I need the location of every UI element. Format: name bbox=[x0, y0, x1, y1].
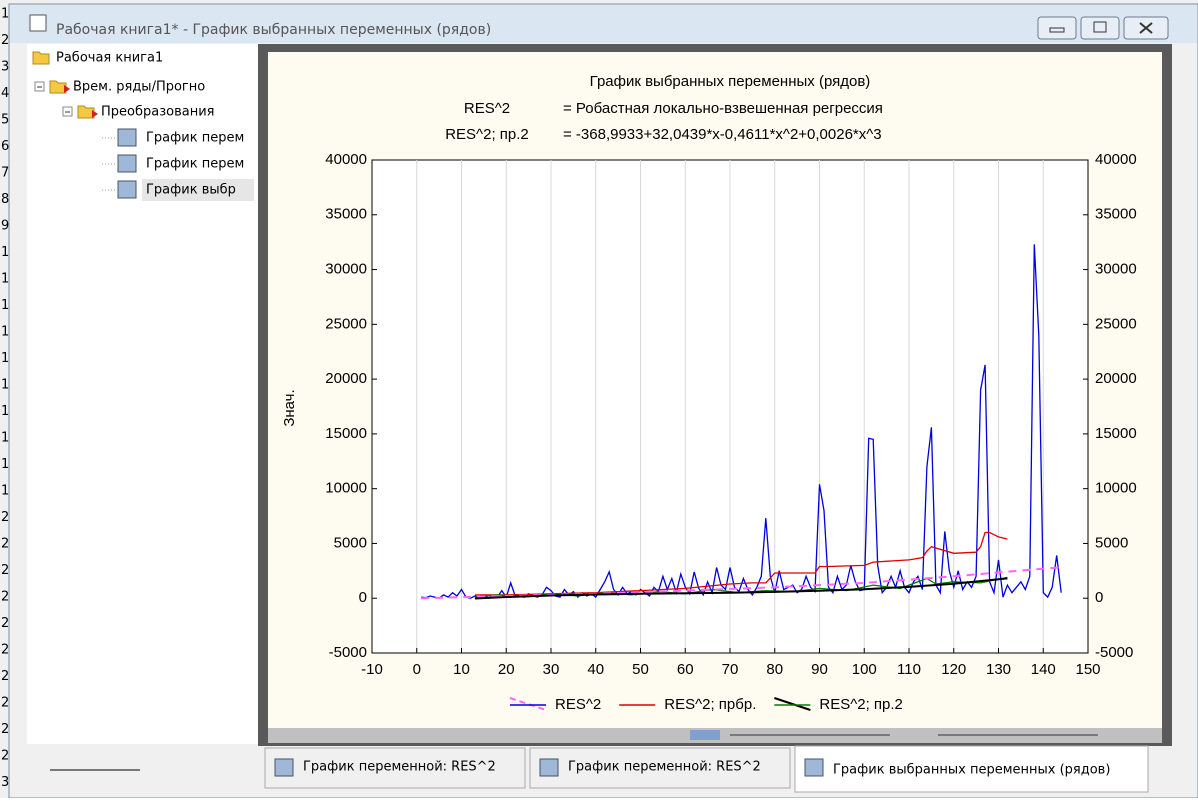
equation-text: = -368,9933+32,0439*x-0,4611*x^2+0,0026*… bbox=[563, 126, 882, 143]
row-number: 7 bbox=[1, 166, 9, 181]
legend-fit-swatch bbox=[774, 697, 811, 711]
fit-line bbox=[474, 577, 1008, 600]
tab-icon bbox=[804, 758, 824, 777]
y-tick-label: 25000 bbox=[325, 315, 367, 332]
selection bbox=[142, 179, 254, 201]
y2-tick-label: 0 bbox=[1095, 589, 1103, 606]
x-tick-label: 70 bbox=[722, 661, 739, 678]
close-icon bbox=[1139, 22, 1153, 34]
y-tick-label: 35000 bbox=[325, 206, 367, 223]
x-tick-label: 80 bbox=[766, 661, 783, 678]
tab-icon bbox=[274, 758, 294, 777]
folder-icon bbox=[77, 105, 95, 119]
restore-button[interactable] bbox=[1080, 16, 1120, 40]
y2-tick-label: 40000 bbox=[1095, 151, 1137, 168]
y2-tick-label: 35000 bbox=[1095, 206, 1137, 223]
x-tick-label: -10 bbox=[361, 661, 383, 678]
row-number: 3 bbox=[1, 60, 9, 75]
x-tick-label: 120 bbox=[941, 661, 966, 678]
row-number: 9 bbox=[1, 219, 9, 234]
y2-tick-label: 10000 bbox=[1095, 480, 1137, 497]
y2-tick-label: 5000 bbox=[1095, 534, 1128, 551]
legend-label: RES^2; прбр. bbox=[664, 696, 756, 713]
title-bar bbox=[10, 5, 1197, 43]
row-number: 1 bbox=[1, 7, 9, 22]
y-tick-label: 20000 bbox=[325, 370, 367, 387]
y2-tick-label: 30000 bbox=[1095, 261, 1137, 278]
y-axis-label: Знач. bbox=[281, 389, 298, 426]
tree-node[interactable]: Врем. ряды/Прогно bbox=[73, 80, 205, 95]
x-tick-label: 10 bbox=[453, 661, 470, 678]
restore-icon bbox=[1093, 21, 1107, 33]
y2-tick-label: -5000 bbox=[1095, 644, 1133, 661]
chart-title: График выбранных переменных (рядов) bbox=[590, 73, 871, 90]
tree-panel bbox=[27, 44, 258, 744]
x-tick-label: 30 bbox=[543, 661, 560, 678]
legend-label: RES^2 bbox=[555, 696, 601, 713]
tree-node[interactable]: Преобразования bbox=[101, 105, 214, 120]
tabs: График переменной: RES^2 График переменно… bbox=[264, 745, 1149, 793]
row-number: 2 bbox=[1, 33, 9, 48]
tab[interactable] bbox=[794, 745, 1149, 793]
x-tick-label: 0 bbox=[413, 661, 421, 678]
x-tick-label: 40 bbox=[587, 661, 604, 678]
tree-node[interactable]: График выбр bbox=[146, 183, 236, 198]
y2-tick-label: 25000 bbox=[1095, 315, 1137, 332]
x-tick-label: 20 bbox=[498, 661, 515, 678]
legend-fit-swatch bbox=[509, 697, 547, 711]
x-tick-label: 100 bbox=[852, 661, 877, 678]
folder-icon bbox=[32, 51, 50, 65]
graph-icon bbox=[117, 180, 137, 199]
x-tick-label: 150 bbox=[1075, 661, 1100, 678]
equation-label: RES^2; пр.2 bbox=[445, 126, 529, 143]
graph-icon bbox=[117, 154, 137, 173]
y-tick-label: 15000 bbox=[325, 425, 367, 442]
tab[interactable] bbox=[264, 747, 526, 789]
y-tick-label: 30000 bbox=[325, 261, 367, 278]
x-tick-label: 90 bbox=[811, 661, 828, 678]
y-tick-label: 5000 bbox=[334, 534, 367, 551]
app-icon bbox=[29, 14, 47, 32]
y-tick-label: -5000 bbox=[329, 644, 367, 661]
tree: Рабочая книга1 Врем. ряды/Прогно Преобразо… bbox=[32, 51, 254, 201]
tree-node[interactable]: График перем bbox=[146, 157, 244, 172]
x-tick-label: 130 bbox=[986, 661, 1011, 678]
row-number: 8 bbox=[1, 192, 9, 207]
tree-scrollbar bbox=[27, 744, 258, 792]
x-tick-label: 50 bbox=[632, 661, 649, 678]
equation-text: = Робастная локально-взвешенная регресси… bbox=[563, 100, 883, 117]
graph-icon bbox=[117, 128, 137, 147]
x-tick-label: 110 bbox=[897, 661, 921, 678]
folder-icon bbox=[49, 80, 67, 94]
series-line bbox=[474, 531, 1008, 596]
y-tick-label: 10000 bbox=[325, 480, 367, 497]
tab-label[interactable]: График выбранных переменных (рядов) bbox=[833, 763, 1110, 778]
minimize-icon bbox=[1049, 27, 1065, 33]
tab-label[interactable]: График переменной: RES^2 bbox=[568, 760, 761, 775]
x-tick-label: 60 bbox=[677, 661, 694, 678]
plot: График выбранных переменных (рядов) RES^2… bbox=[281, 73, 1137, 713]
tab[interactable] bbox=[529, 747, 791, 789]
x-tick-label: 140 bbox=[1031, 661, 1056, 678]
y-tick-label: 40000 bbox=[325, 151, 367, 168]
window-title: Рабочая книга1* - График выбранных перем… bbox=[56, 22, 491, 38]
row-number: 5 bbox=[1, 113, 9, 128]
y2-tick-label: 15000 bbox=[1095, 425, 1137, 442]
tree-node[interactable]: График перем bbox=[146, 131, 244, 146]
toolbar-icon[interactable] bbox=[690, 730, 720, 740]
y2-tick-label: 20000 bbox=[1095, 370, 1137, 387]
tree-root: Рабочая книга1 bbox=[56, 51, 163, 66]
arrow-icon bbox=[64, 85, 70, 93]
row-number: 4 bbox=[1, 86, 9, 101]
tab-label[interactable]: График переменной: RES^2 bbox=[303, 760, 496, 775]
y-tick-label: 0 bbox=[359, 589, 367, 606]
legend-label: RES^2; пр.2 bbox=[819, 696, 903, 713]
row-number: 6 bbox=[1, 139, 9, 154]
arrow-icon bbox=[92, 110, 98, 118]
tab-icon bbox=[539, 758, 559, 777]
equation-label: RES^2 bbox=[464, 100, 510, 117]
